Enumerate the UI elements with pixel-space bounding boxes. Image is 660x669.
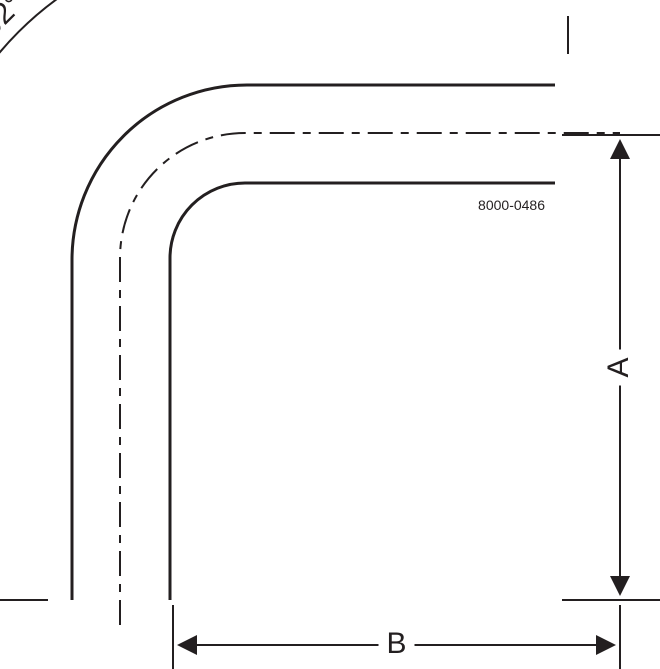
dim-b-label: B <box>386 627 406 660</box>
angle-arc <box>0 0 256 269</box>
pipe-bend-diagram: 92°AB8000-0486 <box>0 0 660 669</box>
pipe-outer-edge <box>72 85 555 600</box>
pipe-centerline <box>120 133 620 625</box>
pipe-inner-edge <box>170 183 555 600</box>
dim-a-label: A <box>602 357 635 377</box>
part-number: 8000-0486 <box>478 197 545 213</box>
